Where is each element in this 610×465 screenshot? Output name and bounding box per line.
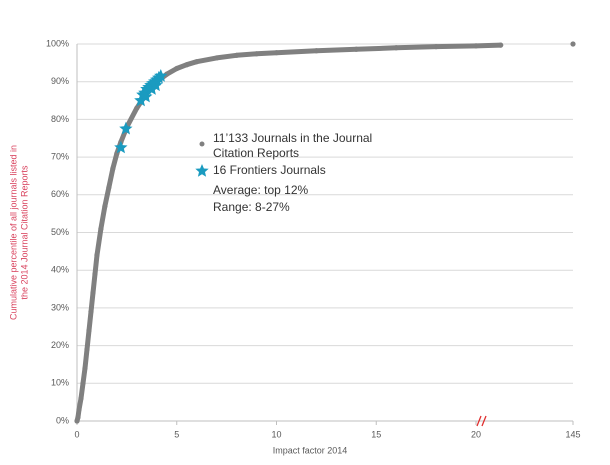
journal-dot [473, 43, 479, 49]
legend-marker [195, 164, 209, 177]
journal-dot [234, 52, 240, 58]
journal-dot [75, 414, 81, 420]
y-tick-label: 60% [51, 189, 69, 199]
axis-break [476, 415, 482, 427]
journal-dot [106, 184, 112, 190]
frontiers-star [149, 78, 163, 92]
frontiers-star [139, 89, 153, 103]
journal-dot [393, 45, 399, 51]
legend-marker [199, 141, 205, 147]
journal-dot [88, 309, 94, 315]
y-tick-label: 10% [51, 378, 69, 388]
journal-dot [174, 65, 180, 72]
y-tick-label: 50% [51, 227, 69, 237]
journal-dot [433, 44, 439, 50]
frontiers-star [134, 93, 148, 107]
y-tick-label: 20% [51, 340, 69, 350]
x-tick-label: 10 [271, 429, 281, 439]
y-tick-label: 90% [51, 76, 69, 86]
y-tick-label: 30% [51, 302, 69, 312]
y-tick-label: 40% [51, 265, 69, 275]
journal-dot [110, 165, 116, 172]
x-axis-label: Impact factor 2014 [273, 445, 348, 455]
journal-dot [102, 203, 108, 209]
annotation: Range: 8-27% [213, 200, 290, 214]
journal-dot [313, 48, 319, 54]
journal-dot [353, 46, 359, 52]
journal-dot [214, 55, 220, 61]
journal-dot [498, 42, 504, 48]
journal-dot [184, 62, 190, 68]
journal-dot [273, 50, 280, 56]
journal-dot [76, 407, 82, 413]
x-tick-label: 5 [174, 429, 179, 439]
journal-dot [194, 59, 200, 65]
journal-dot [90, 290, 96, 296]
frontiers-star [145, 82, 159, 95]
y-tick-label: 70% [51, 151, 69, 161]
legend-label: 11’133 Journals in the Journal Citation … [213, 131, 373, 160]
frontiers-star [119, 121, 133, 135]
y-axis-label: Cumulative percentile of all journals li… [8, 145, 18, 320]
journal-dot [78, 395, 84, 401]
x-tick-label: 20 [471, 429, 481, 439]
journal-dot [80, 380, 86, 386]
frontiers-star [114, 140, 128, 154]
x-tick-label: 0 [74, 429, 79, 439]
y-tick-label: 100% [46, 38, 69, 48]
journal-dot [253, 51, 260, 57]
y-axis-label: the 2014 Journal Citation Reports [19, 165, 29, 300]
journal-dot [94, 252, 100, 258]
x-tick-label: 15 [371, 429, 381, 439]
y-tick-label: 0% [56, 415, 69, 425]
journal-dot [82, 365, 88, 371]
y-tick-label: 80% [51, 114, 69, 124]
journal-dot [134, 105, 140, 111]
journal-dot [84, 346, 90, 352]
journal-dot [98, 226, 104, 232]
legend-label: 16 Frontiers Journals [213, 163, 326, 177]
x-tick-label: 145 [565, 429, 580, 439]
annotation: Average: top 12% [213, 183, 309, 197]
journal-dot [92, 271, 98, 277]
journal-dot [86, 327, 92, 334]
axis-break [481, 415, 487, 427]
journal-dot [570, 41, 576, 47]
frontiers-star [154, 69, 168, 82]
